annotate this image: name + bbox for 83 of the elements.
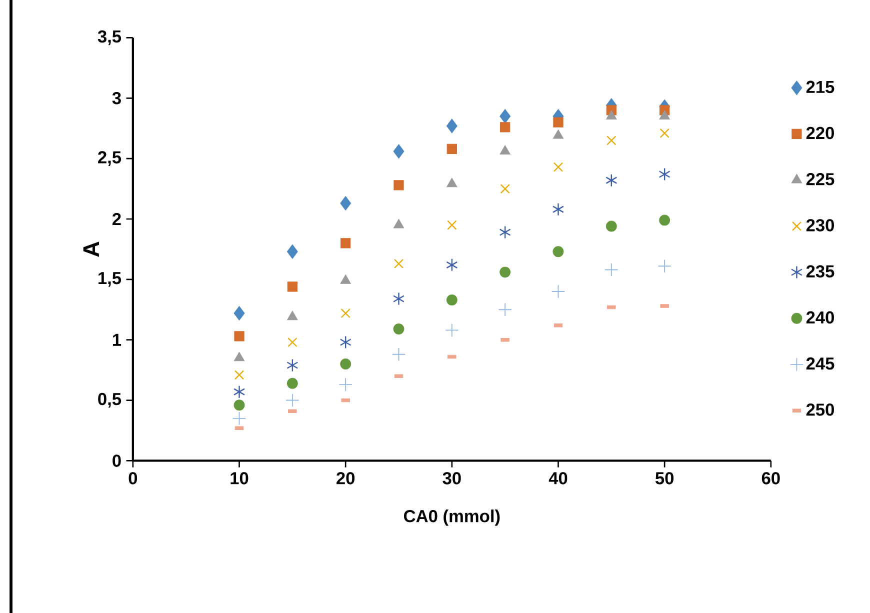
y-tick-label: 1 bbox=[112, 334, 122, 346]
y-tick-label: 0 bbox=[112, 454, 121, 467]
point bbox=[446, 258, 458, 272]
y-tick-label: 2 bbox=[112, 212, 121, 226]
point bbox=[658, 168, 670, 181]
legend-label: 250 bbox=[806, 404, 834, 416]
point bbox=[340, 274, 351, 284]
y-tick-label: 3 bbox=[112, 92, 121, 104]
point bbox=[286, 378, 298, 389]
point bbox=[606, 110, 617, 120]
point bbox=[394, 258, 404, 269]
point bbox=[286, 358, 298, 372]
point bbox=[606, 174, 618, 187]
point bbox=[234, 331, 244, 342]
point bbox=[551, 284, 566, 298]
point bbox=[659, 110, 670, 120]
point bbox=[604, 262, 618, 277]
point bbox=[392, 292, 405, 306]
point bbox=[552, 246, 564, 258]
point bbox=[447, 220, 457, 230]
point bbox=[393, 324, 404, 334]
point bbox=[445, 323, 459, 338]
x-axis-title: CA0 (mmol) bbox=[404, 510, 500, 526]
point bbox=[606, 136, 616, 146]
point bbox=[552, 202, 564, 216]
y-axis-title: A bbox=[83, 242, 99, 257]
legend-label: 230 bbox=[806, 219, 834, 232]
point bbox=[286, 393, 300, 408]
x-tick-label: 40 bbox=[548, 472, 568, 484]
y-tick-label: 1,5 bbox=[98, 272, 122, 287]
legend-label: 240 bbox=[806, 311, 834, 324]
y-tick-label: 3,5 bbox=[98, 30, 122, 46]
point bbox=[286, 244, 298, 259]
point bbox=[446, 178, 458, 188]
x-tick-label: 60 bbox=[762, 472, 780, 484]
x-tick-label: 50 bbox=[655, 472, 674, 484]
point bbox=[338, 378, 352, 392]
point bbox=[340, 358, 352, 370]
x-tick-label: 30 bbox=[442, 472, 461, 484]
point bbox=[659, 214, 670, 226]
point bbox=[287, 310, 298, 320]
legend-label: 215 bbox=[806, 80, 834, 94]
point bbox=[234, 352, 245, 362]
point bbox=[340, 196, 352, 210]
point bbox=[340, 308, 350, 318]
point bbox=[340, 336, 352, 349]
point bbox=[393, 144, 404, 159]
y-tick-label: 2,5 bbox=[98, 151, 122, 166]
point bbox=[234, 400, 245, 411]
legend-label: 220 bbox=[806, 126, 834, 140]
point bbox=[500, 266, 511, 278]
point bbox=[393, 218, 404, 228]
legend-label: 235 bbox=[806, 265, 834, 278]
point bbox=[234, 306, 245, 320]
point bbox=[500, 145, 510, 155]
point bbox=[553, 117, 564, 128]
point bbox=[500, 122, 510, 132]
point bbox=[499, 226, 511, 239]
point bbox=[446, 294, 458, 306]
point bbox=[340, 238, 351, 248]
point bbox=[232, 412, 246, 426]
point bbox=[500, 109, 511, 124]
legend-label: 245 bbox=[806, 357, 834, 370]
point bbox=[446, 144, 457, 154]
point bbox=[234, 370, 244, 380]
y-tick-label: 0,5 bbox=[98, 392, 122, 408]
x-tick-label: 10 bbox=[230, 472, 248, 484]
legend-label: 225 bbox=[806, 173, 834, 186]
point bbox=[552, 129, 564, 139]
point bbox=[658, 259, 672, 274]
point bbox=[287, 282, 298, 292]
point bbox=[394, 180, 404, 190]
x-tick-label: 20 bbox=[336, 472, 355, 484]
point bbox=[606, 220, 617, 232]
x-tick-label: 0 bbox=[128, 472, 138, 484]
point bbox=[446, 118, 458, 134]
point bbox=[392, 347, 406, 362]
point bbox=[660, 128, 670, 138]
point bbox=[233, 385, 246, 398]
point bbox=[288, 337, 298, 348]
point bbox=[553, 162, 564, 172]
point bbox=[500, 184, 510, 194]
point bbox=[498, 302, 512, 317]
